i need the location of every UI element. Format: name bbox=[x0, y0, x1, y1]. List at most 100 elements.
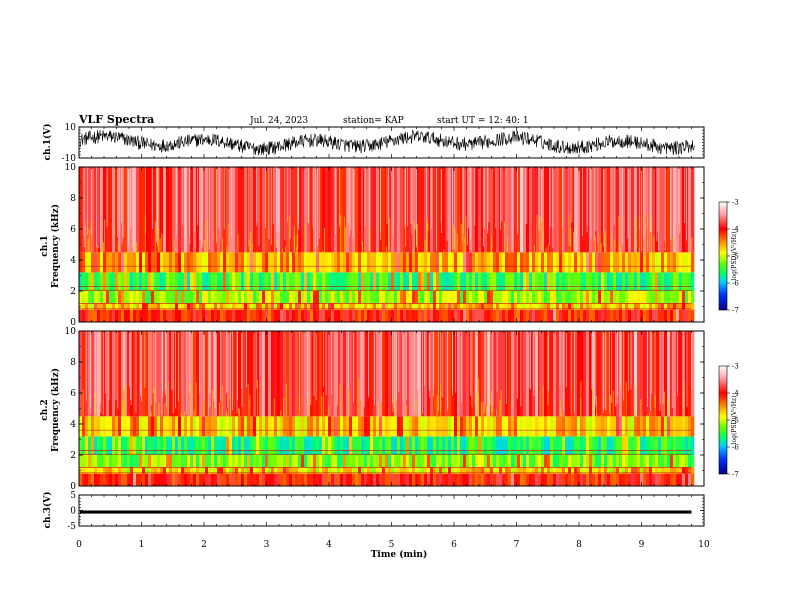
ch1-spec-streak bbox=[470, 167, 471, 239]
ch2-spec-cell bbox=[355, 416, 358, 436]
ch2-spec-cell bbox=[415, 416, 418, 436]
ch2-spec-spike bbox=[248, 384, 249, 416]
ch2-spec-cell bbox=[319, 474, 322, 486]
ch2-spec-streak bbox=[611, 331, 612, 403]
ch2-spec-cell bbox=[364, 436, 367, 455]
ch2-spec-cell bbox=[151, 416, 154, 436]
ch1-spec-cell bbox=[490, 272, 493, 291]
ch2-spec-cell bbox=[487, 455, 490, 467]
ch1-spec-cell bbox=[466, 252, 469, 272]
ch1-spec-cell bbox=[553, 272, 556, 291]
ch2-spec-streak bbox=[455, 331, 456, 393]
ch2-spec-spike bbox=[492, 402, 493, 416]
ch1-spec-cell bbox=[103, 291, 106, 303]
x-tick-label: 4 bbox=[326, 540, 332, 550]
ch1-spec-cell bbox=[433, 310, 436, 322]
ch2-spec-cell bbox=[658, 455, 661, 467]
ch1-spec-cell bbox=[181, 252, 184, 272]
ch2-spec-cell bbox=[247, 436, 250, 455]
ch2-spec-streak bbox=[214, 331, 215, 402]
ch2-spec-cell bbox=[439, 455, 442, 467]
ch1-spec-spike bbox=[250, 233, 251, 252]
ch2-spec-cell bbox=[613, 455, 616, 467]
ch1-spec-cell bbox=[253, 272, 256, 291]
ch1-spec-spike bbox=[614, 240, 615, 253]
ch1-spec-spike bbox=[161, 233, 162, 252]
ch2-spec-cell bbox=[124, 416, 127, 436]
ch2-spec-streak bbox=[660, 331, 661, 411]
ch2-spec-cell bbox=[484, 455, 487, 467]
ch1-spec-cell bbox=[589, 272, 592, 291]
ch1-spec-cell bbox=[382, 272, 385, 291]
ch2-spec-streak bbox=[691, 331, 692, 390]
ch2-spec-cell bbox=[139, 455, 142, 467]
ch2-spec-cell bbox=[424, 455, 427, 467]
ch2-spec-cell bbox=[691, 455, 694, 467]
ch1-spec-cell bbox=[223, 167, 226, 252]
ch1-spec-spike bbox=[414, 221, 415, 253]
ch1-spec-cell bbox=[547, 252, 550, 272]
ch1-spec-cell bbox=[652, 272, 655, 291]
ch1-spec-cell bbox=[409, 310, 412, 322]
ch1-spec-cell bbox=[487, 291, 490, 303]
ch2-spec-cell bbox=[130, 455, 133, 467]
ch1-spec-cell bbox=[661, 167, 664, 252]
ch2-spec-cell bbox=[601, 416, 604, 436]
ch1-spec-cell bbox=[301, 291, 304, 303]
ch1-spec-cell bbox=[223, 310, 226, 322]
ch2-spec-ytick-label: 2 bbox=[70, 451, 76, 461]
ch1-spec-cell bbox=[565, 252, 568, 272]
ch1-spec-cell bbox=[187, 272, 190, 291]
ch1-spec-cell bbox=[691, 291, 694, 303]
ch2-spec-cell bbox=[196, 455, 199, 467]
ch2-spec-spike bbox=[437, 395, 438, 417]
ch2-spec-streak bbox=[226, 331, 227, 394]
ch1-spec-streak bbox=[287, 167, 288, 222]
ch2-spec-cell bbox=[244, 474, 247, 486]
ch1-spec-cell bbox=[499, 252, 502, 272]
ch2-spec-cell bbox=[445, 436, 448, 455]
ch2-spec-cell bbox=[181, 474, 184, 486]
ch2-spec-cell bbox=[199, 455, 202, 467]
ch1-spec-cell bbox=[448, 252, 451, 272]
x-tick-label: 2 bbox=[201, 540, 207, 550]
ch1-spec-cell bbox=[583, 310, 586, 322]
ch1-spec-cell bbox=[244, 252, 247, 272]
ch2-spec-cell bbox=[334, 331, 337, 416]
ch1-spec-cell bbox=[460, 252, 463, 272]
ch1-spec-cell bbox=[259, 167, 262, 252]
ch1-spec-cell bbox=[445, 291, 448, 303]
ch1-spec-cell bbox=[658, 291, 661, 303]
ch1-spec-cell bbox=[556, 310, 559, 322]
ch1-spec-cell bbox=[364, 272, 367, 291]
ch1-spec-cell bbox=[400, 272, 403, 291]
ch1-spec-cell bbox=[286, 310, 289, 322]
ch2-spec-cell bbox=[274, 455, 277, 467]
ch2-spec-streak bbox=[175, 331, 176, 408]
ch1-spec-streak bbox=[220, 167, 221, 238]
ch2-spec-cell bbox=[466, 436, 469, 455]
ch1-spec-cell bbox=[91, 291, 94, 303]
ch1-spec-cell bbox=[229, 272, 232, 291]
ch1-spec-cell bbox=[586, 291, 589, 303]
ch2-spec-streak bbox=[101, 331, 102, 413]
colorbar-ch1-tick-label: -3 bbox=[732, 199, 739, 207]
ch2-spec-cell bbox=[172, 455, 175, 467]
ch1-spec-cell bbox=[670, 310, 673, 322]
ch1-spec-cell bbox=[415, 272, 418, 291]
ch2-spec-cell bbox=[457, 455, 460, 467]
ch1-spec-cell bbox=[481, 272, 484, 291]
ch2-spec-cell bbox=[649, 436, 652, 455]
ch1-spec-cell bbox=[268, 291, 271, 303]
ch2-spec-cell bbox=[367, 455, 370, 467]
ch2-spec-cell bbox=[523, 416, 526, 436]
ch3-ytick-label: 0 bbox=[70, 507, 76, 517]
ch2-spec-cell bbox=[271, 416, 274, 436]
ch1-spec-cell bbox=[364, 167, 367, 252]
ch1-spec-cell bbox=[181, 291, 184, 303]
ch1-spec-cell bbox=[376, 291, 379, 303]
ch1-spec-cell bbox=[238, 291, 241, 303]
ch2-spec-cell bbox=[682, 474, 685, 486]
ch1-spec-cell bbox=[610, 291, 613, 303]
ch2-spec-cell bbox=[436, 455, 439, 467]
